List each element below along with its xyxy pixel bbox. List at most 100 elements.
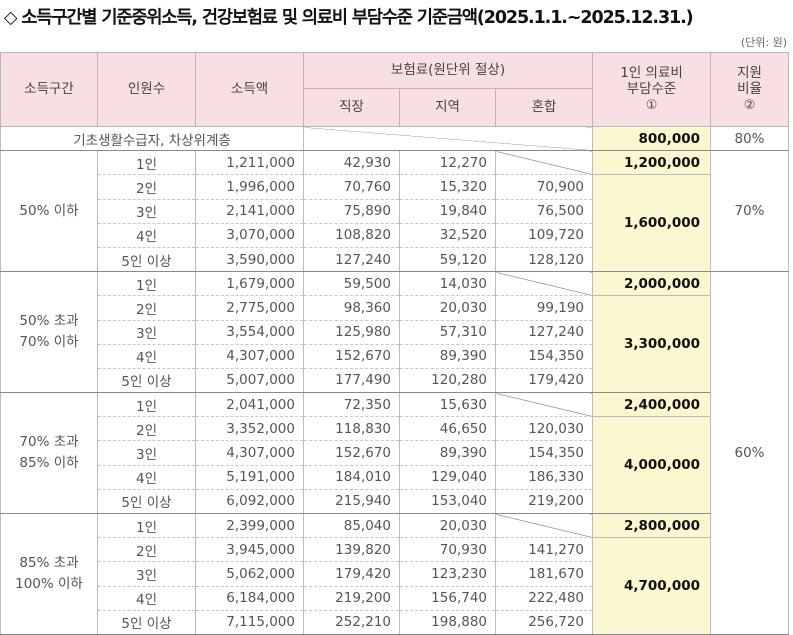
persons-cell: 2인 <box>97 174 196 200</box>
regional-premium-cell: 19,840 <box>399 199 496 224</box>
income-cell: 1,211,000 <box>195 150 304 176</box>
mixed-premium-empty <box>494 271 594 297</box>
header-burden-line2: 부담수준 <box>626 81 677 98</box>
regional-premium-cell: 89,390 <box>399 344 496 369</box>
employee-premium-cell: 184,010 <box>303 465 400 490</box>
persons-cell: 4인 <box>97 344 196 369</box>
table-row: 50% 초과 70% 이하 1인 1,679,000 59,500 14,030 2,000… <box>0 271 790 635</box>
mixed-premium-cell: 154,350 <box>494 344 594 369</box>
regional-premium-cell: 120,280 <box>399 368 496 394</box>
basic-rate: 80% <box>710 126 790 152</box>
table-row: 4인 6,184,000 219,200 156,740 222,480 <box>1 586 789 611</box>
employee-premium-cell: 125,980 <box>303 320 400 345</box>
group-label-line2: 100% 이하 <box>15 575 83 592</box>
persons-cell: 3인 <box>97 320 196 345</box>
basic-label: 기초생활수급자, 차상위계층 <box>0 126 304 152</box>
rate-cell: 70% <box>710 150 790 273</box>
regional-premium-cell: 59,120 <box>399 247 496 273</box>
persons-cell: 1인 <box>97 392 196 418</box>
regional-premium-cell: 129,040 <box>399 465 496 490</box>
group-label-line1: 50% 초과 <box>19 313 79 330</box>
table-row: 4인 3,070,000 108,820 32,520 109,720 <box>1 223 789 248</box>
single-burden-cell: 1,200,000 <box>592 150 712 176</box>
employee-premium-cell: 108,820 <box>303 223 400 248</box>
multi-burden-cell: 3,300,000 <box>592 295 712 394</box>
employee-premium-cell: 85,040 <box>303 513 400 539</box>
persons-cell: 4인 <box>97 223 196 248</box>
basic-burden: 800,000 <box>592 126 712 152</box>
single-burden-cell: 2,800,000 <box>592 513 712 539</box>
mixed-premium-cell: 99,190 <box>494 295 594 321</box>
persons-cell: 4인 <box>97 586 196 611</box>
regional-premium-cell: 15,630 <box>399 392 496 418</box>
header-rate-line1: 지원 <box>737 64 762 81</box>
regional-premium-cell: 32,520 <box>399 223 496 248</box>
group-label: 85% 초과 100% 이하 <box>0 513 98 635</box>
group-label: 50% 초과 70% 이하 <box>0 271 98 394</box>
persons-cell: 2인 <box>97 537 196 563</box>
income-cell: 2,041,000 <box>195 392 304 418</box>
basic-row: 기초생활수급자, 차상위계층 800,000 80% <box>0 126 790 152</box>
header-rate-line2: 비율 <box>737 81 762 98</box>
mixed-premium-cell: 141,270 <box>494 537 594 563</box>
single-burden-cell: 2,400,000 <box>592 392 712 418</box>
income-cell: 5,007,000 <box>195 368 304 394</box>
income-cell: 2,141,000 <box>195 199 304 224</box>
table-row: 5인 이상 3,590,000 127,240 59,120 128,120 <box>1 247 789 273</box>
page-title: ◇ 소득구간별 기준중위소득, 건강보험료 및 의료비 부담수준 기준금액(20… <box>4 8 694 28</box>
mixed-premium-cell: 70,900 <box>494 174 594 200</box>
income-cell: 2,775,000 <box>195 295 304 321</box>
multi-burden-cell: 4,700,000 <box>592 537 712 635</box>
income-cell: 3,352,000 <box>195 416 304 442</box>
persons-cell: 1인 <box>97 513 196 539</box>
mixed-premium-cell: 186,330 <box>494 465 594 490</box>
employee-premium-cell: 59,500 <box>303 271 400 297</box>
employee-premium-cell: 127,240 <box>303 247 400 273</box>
income-cell: 7,115,000 <box>195 610 304 635</box>
income-cell: 6,184,000 <box>195 586 304 611</box>
income-cell: 6,092,000 <box>195 489 304 515</box>
rate-cell: 60% <box>710 271 790 635</box>
persons-cell: 2인 <box>97 295 196 321</box>
regional-premium-cell: 198,880 <box>399 610 496 635</box>
employee-premium-cell: 179,420 <box>303 561 400 587</box>
regional-premium-cell: 89,390 <box>399 440 496 466</box>
income-cell: 2,399,000 <box>195 513 304 539</box>
mixed-premium-cell: 154,350 <box>494 440 594 466</box>
group-label-line2: 85% 이하 <box>19 455 79 472</box>
group-label-line1: 85% 초과 <box>19 555 79 572</box>
group-label-line1: 50% 이하 <box>19 202 79 219</box>
income-cell: 3,070,000 <box>195 223 304 248</box>
employee-premium-cell: 118,830 <box>303 416 400 442</box>
header-burden-line1: 1인 의료비 <box>620 64 683 81</box>
employee-premium-cell: 215,940 <box>303 489 400 515</box>
table-row: 3인 3,554,000 125,980 57,310 127,240 <box>1 320 789 345</box>
persons-cell: 1인 <box>97 150 196 176</box>
income-cell: 1,996,000 <box>195 174 304 200</box>
persons-cell: 2인 <box>97 416 196 442</box>
table-row: 2인 2,775,000 98,360 20,030 99,190 3,300,000 <box>1 295 789 394</box>
table-row: 2인 3,945,000 139,820 70,930 141,270 4,700,000 <box>1 537 789 635</box>
persons-cell: 5인 이상 <box>97 368 196 394</box>
regional-premium-cell: 70,930 <box>399 537 496 563</box>
table-row: 2인 1,996,000 70,760 15,320 70,900 1,600,000 <box>1 174 789 273</box>
employee-premium-cell: 70,760 <box>303 174 400 200</box>
mixed-premium-cell: 109,720 <box>494 223 594 248</box>
employee-premium-cell: 219,200 <box>303 586 400 611</box>
mixed-premium-cell: 222,480 <box>494 586 594 611</box>
employee-premium-cell: 139,820 <box>303 537 400 563</box>
header-persons: 인원수 <box>97 52 196 127</box>
mixed-premium-cell: 128,120 <box>494 247 594 273</box>
header-bracket: 소득구간 <box>0 52 98 127</box>
employee-premium-cell: 152,670 <box>303 440 400 466</box>
regional-premium-cell: 12,270 <box>399 150 496 176</box>
header-burden-mark: ① <box>645 98 658 114</box>
basic-premium-empty <box>302 126 594 152</box>
table-row: 70% 초과 85% 이하 1인 2,041,000 72,350 15,630 2,400… <box>0 392 789 514</box>
regional-premium-cell: 20,030 <box>399 295 496 321</box>
income-cell: 3,554,000 <box>195 320 304 345</box>
table-row: 85% 초과 100% 이하 1인 2,399,000 85,040 20,030 2,80… <box>0 513 789 635</box>
header-mixed: 혼합 <box>494 88 594 127</box>
income-cell: 5,062,000 <box>195 561 304 587</box>
employee-premium-cell: 98,360 <box>303 295 400 321</box>
